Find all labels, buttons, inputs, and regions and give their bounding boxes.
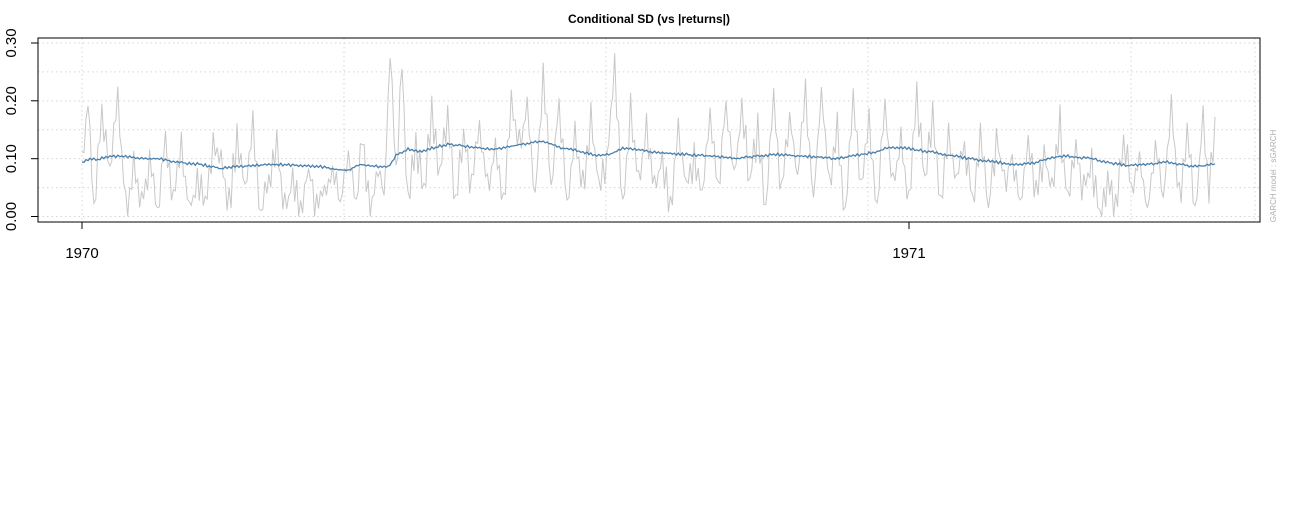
y-tick-label: 0.30 [3, 28, 20, 57]
plot-frame [37, 37, 1261, 223]
y-tick-label: 0.20 [3, 86, 20, 115]
x-tick-label: 1970 [65, 245, 98, 262]
y-tick-label: 0.10 [3, 144, 20, 173]
chart-title: Conditional SD (vs |returns|) [568, 12, 730, 26]
model-label: GARCH model : sGARCH [1269, 130, 1278, 223]
y-axis: 0.00 0.10 0.20 0.30 [3, 28, 38, 231]
x-tick-label: 1971 [892, 245, 925, 262]
y-tick-label: 0.00 [3, 202, 20, 231]
series-conditional-sd [82, 140, 1216, 171]
series-abs-returns [81, 53, 1216, 217]
grid [38, 38, 1260, 222]
x-axis: 1970 1971 [65, 222, 926, 262]
